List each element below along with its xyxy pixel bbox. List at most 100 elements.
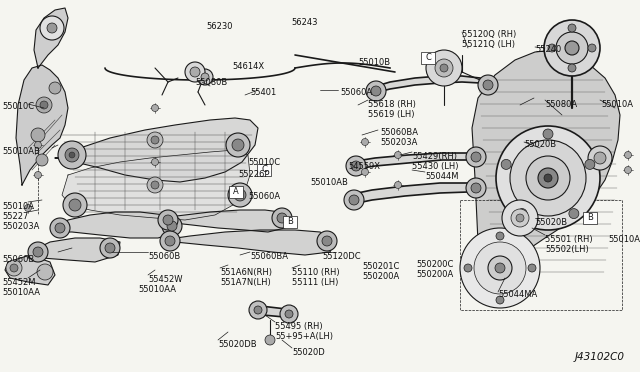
Circle shape (190, 67, 200, 77)
Circle shape (440, 64, 448, 72)
Polygon shape (52, 212, 180, 238)
Circle shape (362, 169, 369, 176)
Circle shape (464, 264, 472, 272)
Bar (460, 200, 622, 310)
Circle shape (201, 73, 209, 81)
Text: 55452M: 55452M (2, 278, 35, 287)
Circle shape (528, 264, 536, 272)
Circle shape (501, 160, 511, 169)
Text: 55020B: 55020B (524, 140, 556, 149)
Circle shape (105, 243, 115, 253)
Text: 55+95+A(LH): 55+95+A(LH) (275, 332, 333, 341)
Text: 55501 (RH): 55501 (RH) (545, 235, 593, 244)
Circle shape (234, 189, 246, 201)
Circle shape (544, 20, 600, 76)
Polygon shape (5, 255, 55, 285)
Text: 54559X: 54559X (348, 162, 380, 171)
Circle shape (151, 136, 159, 144)
Polygon shape (370, 76, 492, 94)
Circle shape (594, 152, 606, 164)
Bar (583, 212, 597, 224)
Circle shape (625, 151, 632, 158)
Polygon shape (350, 153, 480, 170)
Circle shape (344, 190, 364, 210)
Text: 550201C: 550201C (362, 262, 399, 271)
Circle shape (435, 59, 453, 77)
Circle shape (55, 223, 65, 233)
Text: 55044M: 55044M (425, 172, 458, 181)
Text: 55060BA: 55060BA (380, 128, 418, 137)
Circle shape (69, 152, 75, 158)
Text: 55010A: 55010A (608, 235, 640, 244)
Text: 55010C: 55010C (248, 158, 280, 167)
Circle shape (36, 154, 48, 166)
Circle shape (185, 62, 205, 82)
Text: 55120DC: 55120DC (322, 252, 360, 261)
Circle shape (167, 221, 177, 231)
Bar (229, 186, 243, 198)
Circle shape (526, 156, 570, 200)
Circle shape (265, 335, 275, 345)
Circle shape (47, 23, 57, 33)
Text: 55060B: 55060B (2, 255, 35, 264)
Text: 55010AB: 55010AB (310, 178, 348, 187)
Text: 55010AA: 55010AA (138, 285, 176, 294)
Circle shape (516, 214, 524, 222)
Text: 55618 (RH): 55618 (RH) (368, 100, 416, 109)
Circle shape (496, 232, 504, 240)
Circle shape (511, 209, 529, 227)
Polygon shape (16, 65, 68, 185)
Circle shape (362, 138, 369, 145)
Circle shape (165, 236, 175, 246)
Circle shape (474, 242, 526, 294)
Text: 550203A: 550203A (380, 138, 417, 147)
Circle shape (36, 97, 52, 113)
Polygon shape (34, 8, 68, 68)
Circle shape (280, 305, 298, 323)
Circle shape (272, 208, 292, 228)
Circle shape (35, 141, 42, 148)
Circle shape (495, 263, 505, 273)
Polygon shape (160, 210, 290, 232)
Circle shape (371, 86, 381, 96)
Circle shape (28, 242, 48, 262)
Polygon shape (55, 118, 258, 182)
Text: 55060B: 55060B (148, 252, 180, 261)
Text: 55502(LH): 55502(LH) (545, 245, 589, 254)
Text: 55020D: 55020D (292, 348, 324, 357)
Circle shape (152, 158, 159, 166)
Circle shape (426, 50, 462, 86)
Text: C: C (261, 166, 267, 174)
Circle shape (568, 24, 576, 32)
Circle shape (538, 168, 558, 188)
Text: B: B (287, 218, 293, 227)
Circle shape (232, 139, 244, 151)
Text: 55227: 55227 (2, 212, 28, 221)
Text: 55619 (LH): 55619 (LH) (368, 110, 415, 119)
Polygon shape (162, 230, 335, 255)
Circle shape (544, 174, 552, 182)
Circle shape (285, 310, 293, 318)
Circle shape (366, 81, 386, 101)
Circle shape (471, 183, 481, 193)
Circle shape (254, 306, 262, 314)
Text: 55452W: 55452W (148, 275, 182, 284)
Circle shape (65, 148, 79, 162)
Circle shape (588, 44, 596, 52)
Circle shape (50, 218, 70, 238)
Circle shape (49, 82, 61, 94)
Circle shape (346, 156, 366, 176)
Bar (421, 52, 435, 64)
Text: 55430 (LH): 55430 (LH) (412, 162, 458, 171)
Polygon shape (348, 183, 480, 205)
Circle shape (502, 200, 538, 236)
Circle shape (488, 256, 512, 280)
Text: 55080A: 55080A (545, 100, 577, 109)
Text: 55010AB: 55010AB (2, 147, 40, 156)
Circle shape (569, 209, 579, 219)
Circle shape (394, 151, 401, 158)
Text: 55010AA: 55010AA (2, 288, 40, 297)
Text: 55020B: 55020B (535, 218, 567, 227)
Text: 55010A: 55010A (601, 100, 633, 109)
Circle shape (226, 133, 250, 157)
